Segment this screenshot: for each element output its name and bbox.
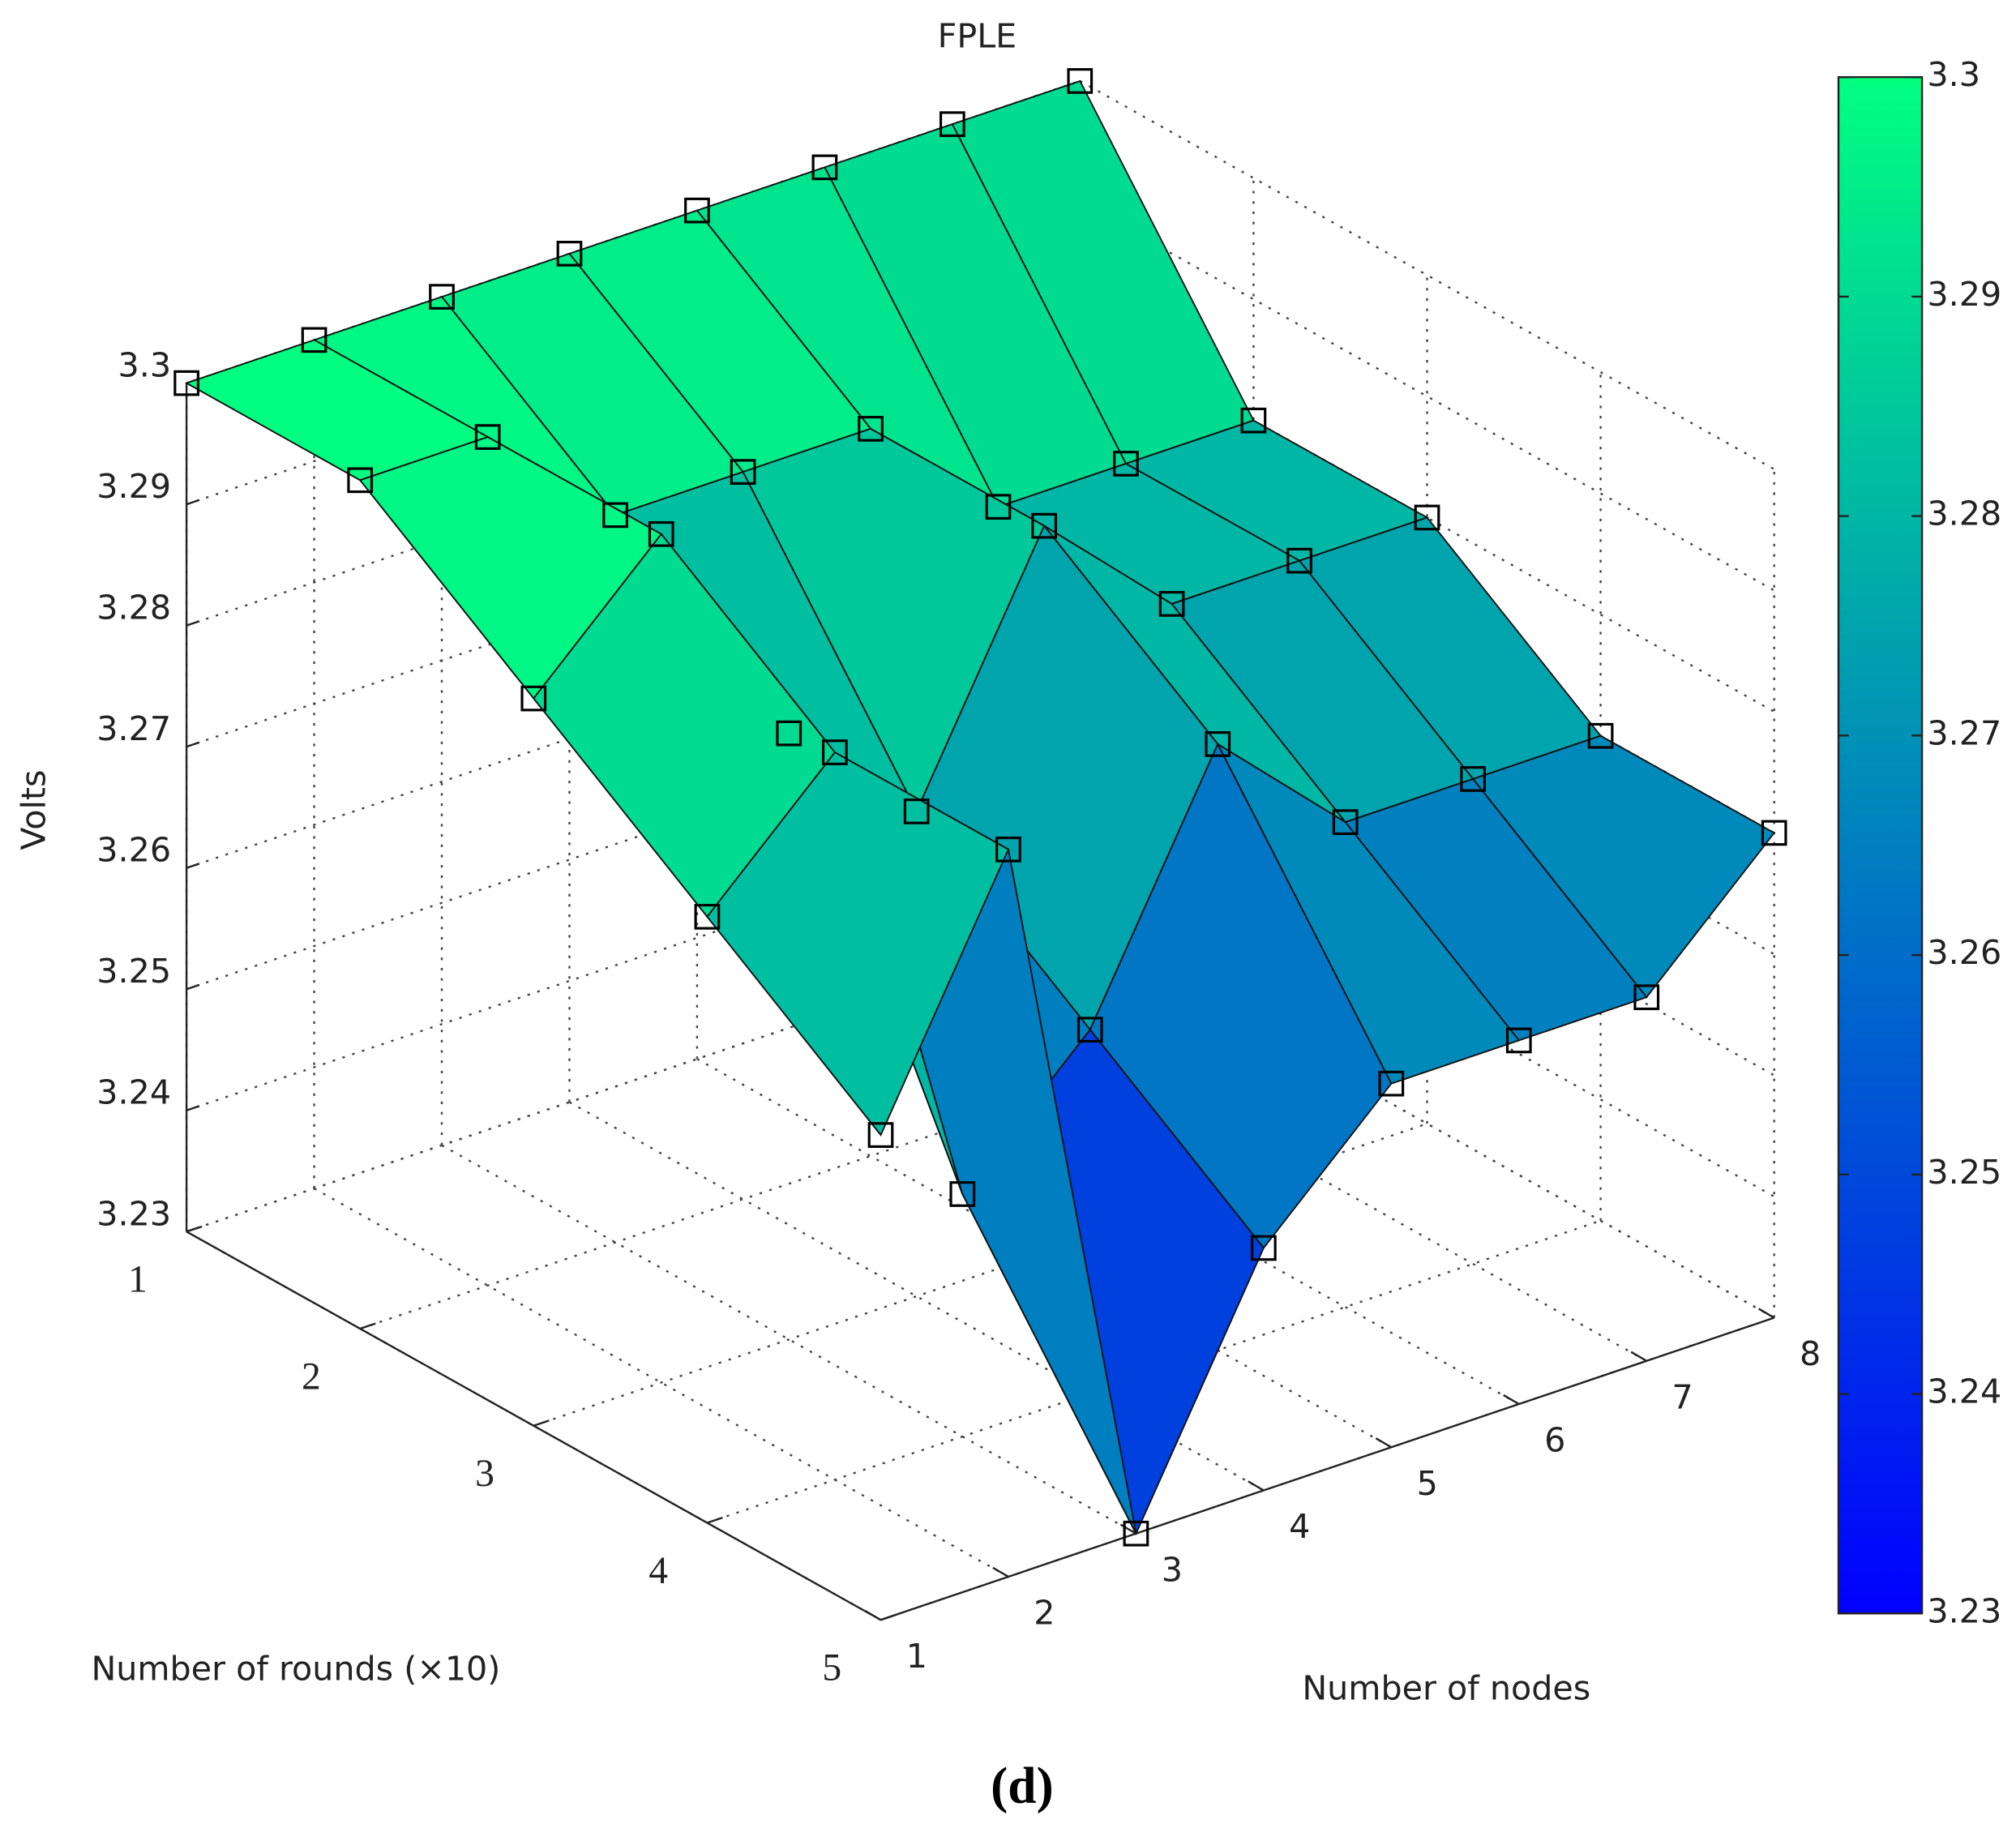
data-marker: [858, 416, 884, 442]
data-marker: [949, 1181, 976, 1207]
y-tick: [1248, 1480, 1265, 1492]
x-tick-label: 5: [822, 1647, 841, 1689]
data-marker: [648, 520, 674, 547]
x-tick: [880, 1613, 897, 1621]
z-tick: [186, 983, 200, 991]
colorbar-tick-label: 3.29: [1927, 275, 2001, 314]
z-tick: [186, 863, 200, 869]
z-tick: [186, 741, 200, 748]
z-tick: [186, 1105, 200, 1111]
x-tick: [359, 1322, 376, 1330]
data-marker: [1505, 1027, 1532, 1054]
x-tick-label: 4: [648, 1550, 668, 1592]
x-axis-label: Number of rounds (×10): [91, 1650, 500, 1689]
colorbar-tick-label: 3.25: [1927, 1153, 2001, 1192]
data-marker: [301, 327, 327, 353]
y-tick-label: 3: [1162, 1550, 1183, 1589]
data-marker: [1460, 766, 1486, 792]
data-marker: [985, 494, 1012, 520]
data-marker: [602, 502, 628, 529]
data-marker: [684, 197, 710, 224]
data-marker: [811, 154, 838, 181]
colorbar-tick-label: 3.23: [1927, 1591, 2001, 1630]
data-marker: [1286, 547, 1312, 574]
caption: (d): [991, 1757, 1054, 1814]
data-marker: [939, 111, 965, 138]
colorbar-tick-label: 3.26: [1927, 933, 2001, 972]
data-marker: [1240, 407, 1267, 434]
z-tick-label: 3.24: [96, 1073, 171, 1112]
data-marker: [730, 459, 756, 485]
y-tick: [992, 1566, 1009, 1578]
data-marker: [429, 284, 455, 310]
y-tick: [1375, 1437, 1392, 1449]
data-marker: [1414, 504, 1440, 531]
colorbar: [1837, 75, 1924, 1615]
y-tick: [1758, 1308, 1775, 1319]
data-marker: [1205, 731, 1231, 757]
data-marker: [173, 370, 199, 396]
data-marker: [1633, 984, 1660, 1011]
data-marker: [1076, 1017, 1103, 1043]
z-tick-label: 3.29: [96, 467, 171, 506]
z-axis-label: Volts: [15, 769, 54, 850]
data-marker: [1761, 820, 1787, 846]
colorbar-tick-label: 3.27: [1927, 713, 2001, 752]
y-tick-label: 4: [1289, 1507, 1310, 1546]
colorbar-tick-label: 3.28: [1927, 495, 2001, 533]
z-tick-label: 3.27: [96, 709, 171, 748]
z-tick-label: 3.25: [96, 952, 171, 991]
z-tick-label: 3.26: [96, 831, 171, 870]
y-tick-label: 5: [1417, 1464, 1438, 1503]
data-marker: [1587, 722, 1614, 749]
data-marker: [520, 685, 547, 712]
data-marker: [556, 241, 583, 267]
data-marker: [1251, 1235, 1277, 1261]
x-tick-label: 3: [475, 1453, 494, 1495]
data-marker: [867, 1122, 894, 1148]
z-tick: [186, 620, 200, 627]
surface-face: [706, 751, 1010, 1137]
data-marker: [1158, 591, 1185, 617]
data-marker: [995, 836, 1021, 863]
z-tick: [186, 499, 200, 506]
x-tick: [533, 1419, 550, 1427]
chart-title: FPLE: [938, 17, 1017, 56]
data-marker: [347, 467, 374, 494]
data-marker: [1332, 809, 1359, 836]
y-axis: [880, 1317, 1775, 1621]
data-marker: [776, 720, 803, 747]
z-tick-label: 3.28: [96, 589, 171, 627]
data-marker: [694, 903, 721, 930]
y-tick: [1503, 1394, 1520, 1406]
x-tick-label: 1: [128, 1259, 148, 1301]
x-tick: [186, 1225, 203, 1233]
z-tick-label: 3.3: [118, 346, 172, 385]
data-marker: [1113, 451, 1139, 477]
y-tick: [864, 1610, 882, 1621]
y-tick-label: 8: [1800, 1334, 1821, 1373]
data-marker: [821, 739, 848, 765]
colorbar-tick-label: 3.3: [1927, 55, 1980, 94]
x-tick: [707, 1517, 723, 1524]
data-marker: [1067, 68, 1094, 94]
z-tick-label: 3.23: [96, 1194, 171, 1233]
data-marker: [1123, 1520, 1149, 1547]
data-marker: [903, 798, 930, 824]
y-tick-label: 6: [1544, 1421, 1565, 1460]
colorbar-tick-label: 3.24: [1927, 1372, 2001, 1411]
y-tick: [1630, 1351, 1647, 1362]
y-tick-label: 2: [1034, 1594, 1055, 1633]
data-marker: [474, 424, 501, 450]
y-tick-label: 7: [1672, 1377, 1693, 1416]
data-marker: [1031, 512, 1057, 539]
x-tick-label: 2: [302, 1355, 321, 1398]
y-tick-label: 1: [906, 1637, 927, 1676]
y-axis-label: Number of nodes: [1302, 1668, 1590, 1707]
data-marker: [1378, 1070, 1405, 1097]
